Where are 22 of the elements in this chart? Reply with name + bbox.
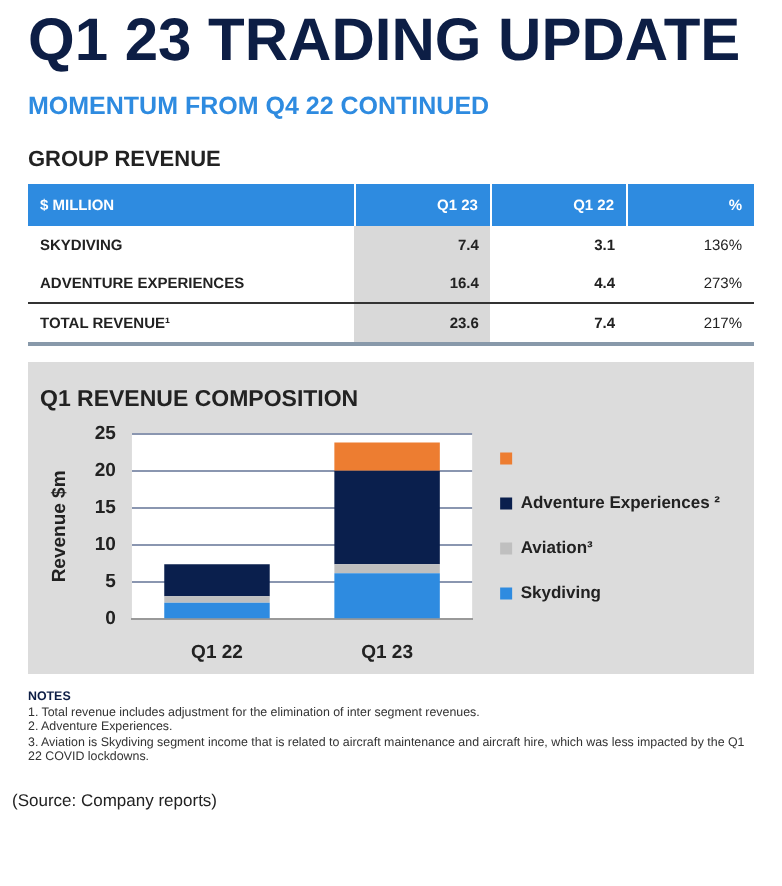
bar — [334, 442, 440, 471]
bar — [164, 596, 270, 603]
text: (Source: Company reports) — [12, 789, 220, 809]
y-tick-label: 15 — [94, 497, 118, 520]
text: GROUP REVENUE — [28, 148, 223, 172]
text: MOMENTUM FROM Q4 22 CONTINUED — [28, 92, 492, 120]
y-tick-label: 25 — [94, 422, 118, 445]
y-tick-label: 20 — [94, 459, 116, 482]
legend-label: Skydiving — [520, 582, 601, 603]
legend-label: Aviation³ — [520, 537, 594, 558]
y-axis-title: Revenue $m — [48, 470, 71, 583]
bar — [334, 564, 440, 574]
legend-label: Adventure Experiences ² — [520, 492, 721, 513]
text: Q1 23 TRADING UPDATE — [28, 8, 743, 76]
bar — [164, 602, 270, 619]
y-tick-label: 10 — [94, 534, 116, 557]
chart-title: Q1 REVENUE COMPOSITION — [40, 388, 359, 413]
y-tick-label: 0 — [105, 608, 116, 631]
bar — [334, 573, 440, 619]
bar — [164, 564, 270, 597]
y-tick-label: 5 — [105, 571, 118, 594]
bar — [334, 470, 440, 565]
